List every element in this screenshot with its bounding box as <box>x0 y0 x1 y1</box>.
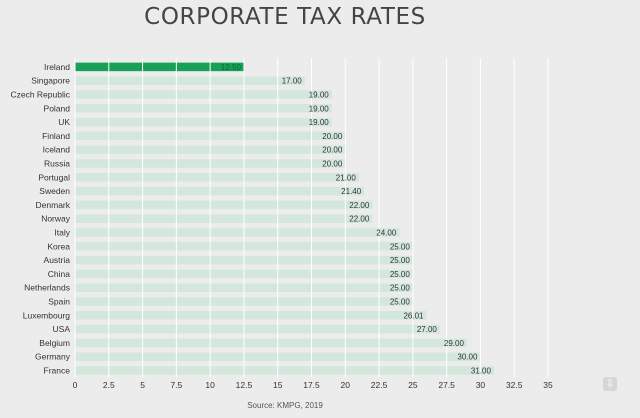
data-label: 19.00 <box>309 91 330 100</box>
data-label: 25.00 <box>390 256 411 265</box>
category-label: Singapore <box>31 76 70 86</box>
source-note: Source: KMPG, 2019 <box>247 401 323 410</box>
download-icon[interactable]: ⇩ <box>603 377 617 391</box>
x-tick-label: 2.5 <box>103 380 115 390</box>
data-label: 25.00 <box>390 242 411 251</box>
bar[interactable] <box>75 104 332 113</box>
data-label: 29.00 <box>444 339 465 348</box>
data-label: 30.00 <box>457 353 478 362</box>
data-label: 20.00 <box>322 146 343 155</box>
data-label: 21.40 <box>341 187 362 196</box>
data-label: 25.00 <box>390 298 411 307</box>
x-tick-label: 32.5 <box>506 380 523 390</box>
x-tick-label: 12.5 <box>236 380 253 390</box>
x-tick-label: 20 <box>341 380 351 390</box>
data-label: 22.00 <box>349 215 370 224</box>
category-label: Norway <box>41 214 71 224</box>
x-tick-label: 22.5 <box>371 380 388 390</box>
data-label: 25.00 <box>390 270 411 279</box>
x-tick-label: 27.5 <box>438 380 455 390</box>
category-label: Ireland <box>44 62 70 72</box>
bar[interactable] <box>75 214 373 223</box>
bar[interactable] <box>75 311 427 320</box>
data-label: 31.00 <box>471 367 492 376</box>
bar[interactable] <box>75 366 494 375</box>
category-label: Italy <box>54 228 70 238</box>
data-label: 19.00 <box>309 104 330 113</box>
category-label: Luxembourg <box>23 310 71 320</box>
data-label: 25.00 <box>390 284 411 293</box>
category-label: Korea <box>47 241 70 251</box>
data-label: 24.00 <box>376 229 397 238</box>
bar[interactable] <box>75 173 359 182</box>
bar[interactable] <box>75 117 332 127</box>
category-label: Belgium <box>39 338 70 348</box>
x-tick-label: 7.5 <box>170 380 182 390</box>
data-label: 12.50 <box>221 63 242 72</box>
data-label: 20.00 <box>322 132 343 141</box>
category-label: Czech Republic <box>10 90 70 100</box>
category-label: Finland <box>42 131 70 141</box>
bar[interactable] <box>75 200 373 210</box>
chart-title: CORPORATE TAX RATES <box>144 4 426 30</box>
category-label: China <box>48 269 70 279</box>
bar[interactable] <box>75 90 332 99</box>
category-label: USA <box>53 324 71 334</box>
bar[interactable] <box>75 76 305 85</box>
x-tick-label: 0 <box>73 380 78 390</box>
x-tick-label: 30 <box>476 380 486 390</box>
category-label: Spain <box>48 297 70 307</box>
bar[interactable] <box>75 324 440 334</box>
data-label: 27.00 <box>417 325 438 334</box>
category-label: UK <box>58 117 70 127</box>
bar[interactable] <box>75 338 467 348</box>
category-label: Germany <box>35 352 71 362</box>
category-label: Poland <box>44 103 71 113</box>
x-tick-label: 5 <box>140 380 145 390</box>
data-label: 20.00 <box>322 160 343 169</box>
bar[interactable] <box>75 186 365 196</box>
category-label: Denmark <box>36 200 71 210</box>
x-tick-label: 25 <box>408 380 418 390</box>
bar[interactable] <box>75 228 400 237</box>
data-label: 17.00 <box>282 77 303 86</box>
x-tick-label: 10 <box>205 380 215 390</box>
data-label: 19.00 <box>309 118 330 127</box>
x-tick-label: 35 <box>543 380 553 390</box>
data-label: 21.00 <box>336 173 357 182</box>
category-label: Sweden <box>39 186 70 196</box>
category-label: Netherlands <box>24 283 70 293</box>
data-label: 26.01 <box>403 311 424 320</box>
category-label: Russia <box>44 159 70 169</box>
category-label: Iceland <box>43 145 71 155</box>
data-label: 22.00 <box>349 201 370 210</box>
category-label: Portugal <box>38 172 70 182</box>
x-tick-label: 15 <box>273 380 283 390</box>
category-label: Austria <box>44 255 71 265</box>
x-tick-label: 17.5 <box>303 380 320 390</box>
category-label: France <box>44 366 71 376</box>
bar[interactable] <box>75 62 244 72</box>
